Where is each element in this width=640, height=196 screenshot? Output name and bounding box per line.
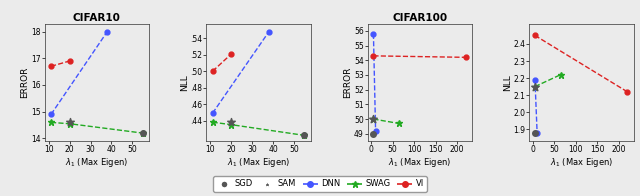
Title: CIFAR100: CIFAR100: [392, 13, 447, 23]
Point: [138, 132, 148, 135]
Y-axis label: ERROR: ERROR: [344, 67, 353, 98]
Point: [368, 117, 378, 121]
Y-axis label: ERROR: ERROR: [20, 67, 29, 98]
Legend: SGD, SAM, DNN, SWAG, VI: SGD, SAM, DNN, SWAG, VI: [213, 176, 427, 192]
Point: [299, 134, 309, 137]
X-axis label: $\lambda_1$ (Max Eigen): $\lambda_1$ (Max Eigen): [227, 156, 290, 169]
Y-axis label: NLL: NLL: [503, 74, 512, 91]
X-axis label: $\lambda_1$ (Max Eigen): $\lambda_1$ (Max Eigen): [550, 156, 613, 169]
Y-axis label: NLL: NLL: [180, 74, 189, 91]
Point: [368, 132, 378, 135]
X-axis label: $\lambda_1$ (Max Eigen): $\lambda_1$ (Max Eigen): [388, 156, 452, 169]
Point: [226, 121, 236, 124]
Point: [65, 121, 75, 124]
X-axis label: $\lambda_1$ (Max Eigen): $\lambda_1$ (Max Eigen): [65, 156, 129, 169]
Title: CIFAR10: CIFAR10: [73, 13, 121, 23]
Point: [530, 85, 540, 88]
Point: [530, 131, 540, 134]
